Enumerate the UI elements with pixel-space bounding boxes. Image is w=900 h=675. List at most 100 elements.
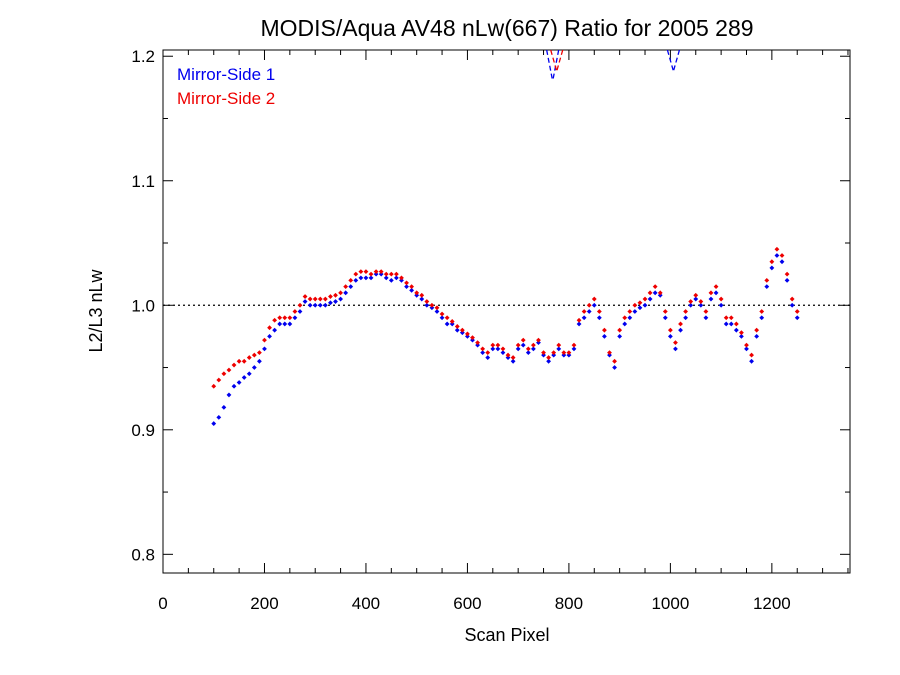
point-mirror-side-2 [652, 284, 658, 289]
offscale-dash [546, 49, 554, 82]
point-mirror-side-1 [683, 315, 689, 321]
x-tick-label: 1000 [651, 594, 689, 613]
offscale-markers [546, 49, 681, 82]
point-mirror-side-2 [343, 284, 349, 289]
point-mirror-side-2 [520, 337, 526, 343]
point-mirror-side-2 [485, 350, 491, 355]
point-mirror-side-1 [647, 296, 653, 302]
point-mirror-side-1 [444, 321, 450, 327]
point-mirror-side-2 [373, 269, 379, 275]
point-mirror-side-2 [490, 342, 496, 348]
point-mirror-side-2 [713, 284, 719, 289]
point-mirror-side-1 [505, 355, 511, 360]
point-mirror-side-2 [211, 383, 217, 389]
point-mirror-side-1 [322, 302, 328, 308]
point-mirror-side-1 [241, 375, 247, 380]
point-mirror-side-1 [393, 275, 399, 281]
point-mirror-side-2 [287, 315, 293, 321]
point-mirror-side-2 [236, 358, 242, 364]
point-mirror-side-1 [414, 292, 420, 298]
point-mirror-side-2 [556, 342, 562, 348]
point-mirror-side-2 [571, 342, 577, 348]
point-mirror-side-2 [495, 342, 501, 348]
point-mirror-side-2 [667, 327, 673, 333]
point-mirror-side-2 [647, 290, 653, 296]
point-mirror-side-1 [794, 315, 800, 321]
legend-entry-mirror-side-2: Mirror-Side 2 [177, 89, 275, 108]
point-mirror-side-1 [713, 290, 719, 296]
offscale-dash [552, 49, 560, 82]
point-mirror-side-1 [536, 340, 541, 346]
point-mirror-side-1 [485, 355, 491, 360]
point-mirror-side-2 [764, 277, 770, 283]
point-mirror-side-1 [515, 346, 521, 352]
point-mirror-side-2 [221, 371, 227, 377]
point-mirror-side-1 [383, 275, 389, 281]
x-tick-label: 200 [250, 594, 278, 613]
point-mirror-side-2 [576, 317, 582, 323]
point-mirror-side-2 [749, 352, 754, 358]
point-mirror-side-2 [627, 309, 633, 314]
point-mirror-side-2 [612, 358, 617, 364]
point-mirror-side-2 [794, 309, 800, 314]
point-mirror-side-1 [277, 321, 283, 327]
point-mirror-side-1 [556, 346, 562, 352]
point-mirror-side-1 [459, 330, 465, 336]
point-mirror-side-1 [662, 315, 668, 321]
point-mirror-side-2 [642, 296, 648, 302]
point-mirror-side-1 [251, 365, 257, 370]
point-mirror-side-1 [789, 302, 795, 308]
point-mirror-side-2 [718, 296, 724, 302]
point-mirror-side-2 [454, 324, 460, 329]
point-mirror-side-1 [211, 421, 217, 426]
point-mirror-side-1 [520, 342, 526, 348]
point-mirror-side-2 [338, 290, 343, 296]
point-mirror-side-2 [657, 290, 663, 296]
point-mirror-side-1 [404, 284, 409, 289]
point-mirror-side-1 [510, 358, 516, 364]
point-mirror-side-1 [774, 253, 780, 258]
point-mirror-side-1 [465, 334, 470, 339]
point-mirror-side-1 [490, 346, 496, 352]
data-points [211, 246, 800, 426]
point-mirror-side-2 [465, 331, 470, 337]
point-mirror-side-2 [536, 337, 541, 343]
x-tick-label: 1200 [753, 594, 791, 613]
point-mirror-side-1 [236, 380, 242, 385]
point-mirror-side-2 [272, 317, 278, 323]
point-mirror-side-2 [439, 311, 445, 317]
point-mirror-side-1 [378, 271, 384, 277]
point-mirror-side-2 [723, 315, 729, 321]
point-mirror-side-1 [470, 337, 475, 343]
point-mirror-side-1 [439, 315, 445, 321]
point-mirror-side-1 [226, 392, 232, 398]
point-mirror-side-1 [297, 309, 303, 314]
point-mirror-side-1 [328, 300, 333, 306]
point-mirror-side-2 [561, 350, 567, 355]
point-mirror-side-1 [769, 265, 775, 271]
legend: Mirror-Side 1 Mirror-Side 2 [177, 65, 275, 108]
point-mirror-side-1 [429, 305, 435, 311]
offscale-dash [666, 49, 675, 72]
point-mirror-side-2 [348, 277, 354, 283]
point-mirror-side-2 [728, 315, 734, 321]
point-mirror-side-2 [414, 290, 420, 296]
x-tick-label: 400 [352, 594, 380, 613]
point-mirror-side-1 [343, 290, 349, 296]
point-mirror-side-1 [779, 259, 785, 265]
point-mirror-side-2 [459, 327, 465, 333]
point-mirror-side-1 [571, 346, 577, 352]
point-mirror-side-1 [495, 346, 501, 352]
point-mirror-side-1 [622, 321, 628, 327]
y-tick-label: 1.0 [131, 296, 155, 315]
point-mirror-side-1 [257, 358, 262, 364]
point-mirror-side-1 [728, 321, 734, 327]
point-mirror-side-1 [475, 342, 480, 348]
y-tick-label: 1.1 [131, 172, 155, 191]
point-mirror-side-2 [393, 271, 399, 277]
point-mirror-side-1 [561, 352, 567, 358]
x-tick-label: 600 [453, 594, 481, 613]
point-mirror-side-2 [617, 327, 623, 333]
point-mirror-side-2 [378, 269, 384, 275]
point-mirror-side-2 [693, 292, 699, 298]
